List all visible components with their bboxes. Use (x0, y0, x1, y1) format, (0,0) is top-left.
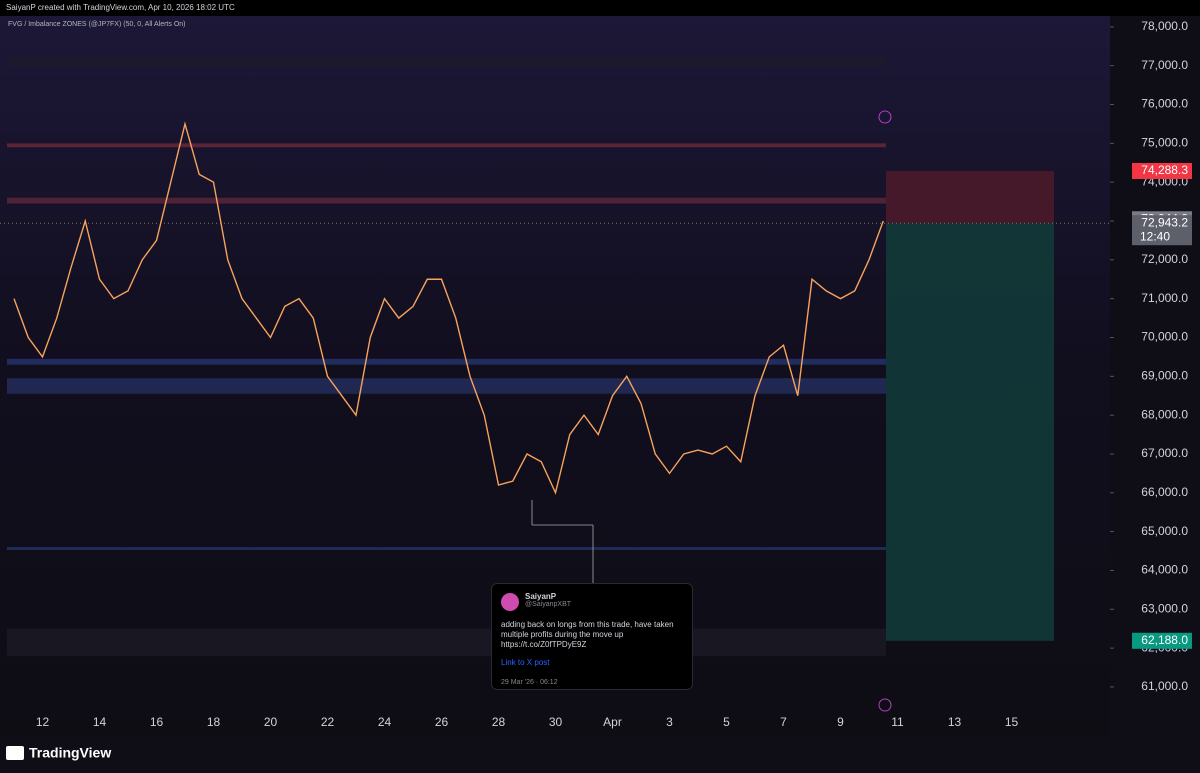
x-tick-label: 13 (948, 715, 962, 729)
y-tick-label: 69,000.0 (1141, 368, 1188, 382)
x-tick-label: 18 (207, 715, 221, 729)
post-date: 29 Mar '26 · 06:12 (501, 679, 558, 686)
x-tick-label: 28 (492, 715, 506, 729)
x-tick-label: 14 (93, 715, 107, 729)
avatar (501, 593, 519, 611)
price-label: 74,288.3 (1141, 163, 1188, 177)
x-tick-label: 24 (378, 715, 392, 729)
x-tick-label: 11 (891, 715, 904, 729)
stop-zone (886, 170, 1054, 224)
x-tick-label: 7 (780, 715, 787, 729)
y-tick-label: 66,000.0 (1141, 485, 1188, 499)
fvg-zone (7, 547, 886, 550)
fvg-zone (7, 143, 886, 148)
y-tick-label: 77,000.0 (1141, 58, 1188, 72)
post-link[interactable]: Link to X post (501, 658, 550, 667)
price-label: 62,188.0 (1141, 633, 1188, 647)
y-tick-label: 75,000.0 (1141, 136, 1188, 150)
x-tick-label: 16 (150, 715, 164, 729)
x-tick-label: Apr (603, 715, 622, 729)
price-line (13, 121, 884, 495)
fvg-zone (7, 378, 886, 394)
y-tick-label: 72,000.0 (1141, 252, 1188, 266)
x-tick-label: 15 (1005, 715, 1019, 729)
x-tick-label: 12 (36, 715, 50, 729)
header: SaiyanP created with TradingView.com, Ap… (6, 3, 235, 12)
y-tick-label: 76,000.0 (1141, 97, 1188, 111)
x-tick-label: 20 (264, 715, 278, 729)
axis-bg (1110, 0, 1200, 737)
price-label: 72,943.2 (1141, 215, 1188, 229)
post-text: adding back on longs from this trade, ha… (501, 620, 674, 649)
x-tick-label: 22 (321, 715, 335, 729)
fvg-zone (7, 628, 886, 656)
footer-bg (0, 737, 1200, 773)
y-tick-label: 70,000.0 (1141, 330, 1188, 344)
header-bg (0, 0, 1200, 16)
fvg-zone (7, 358, 886, 365)
x-tick-label: 5 (723, 715, 730, 729)
y-tick-label: 64,000.0 (1141, 563, 1188, 577)
brand: TradingView (29, 745, 111, 761)
post-name: SaiyanP (525, 592, 557, 601)
y-tick-label: 63,000.0 (1141, 601, 1188, 615)
x-tick-label: 26 (435, 715, 449, 729)
price-label-box (1132, 632, 1192, 649)
post-handle: @SaiyanpXBT (525, 601, 572, 608)
fvg-zone (7, 197, 886, 204)
event-icon[interactable] (878, 698, 892, 712)
y-tick-label: 61,000.0 (1141, 679, 1188, 693)
price-label-box (1132, 215, 1192, 246)
event-icon[interactable] (878, 110, 892, 124)
price-label-box (1132, 162, 1192, 179)
post-card: SaiyanP @SaiyanpXBT adding back on longs… (491, 583, 693, 690)
x-tick-label: 9 (837, 715, 844, 729)
y-tick-label: 65,000.0 (1141, 524, 1188, 538)
y-tick-label: 68,000.0 (1141, 407, 1188, 421)
y-tick-label: 71,000.0 (1141, 291, 1188, 305)
y-tick-label: 67,000.0 (1141, 446, 1188, 460)
y-tick-label: 78,000.0 (1141, 19, 1188, 33)
fvg-zone (7, 55, 886, 68)
brand-logo (6, 746, 24, 760)
indicator-title: FVG / Imbalance ZONES (@JP7FX) (50, 0, A… (8, 21, 186, 28)
price-label-sub: 12:40 (1140, 229, 1170, 243)
target-zone (886, 223, 1054, 641)
x-tick-label: 30 (549, 715, 563, 729)
x-tick-label: 3 (666, 715, 673, 729)
